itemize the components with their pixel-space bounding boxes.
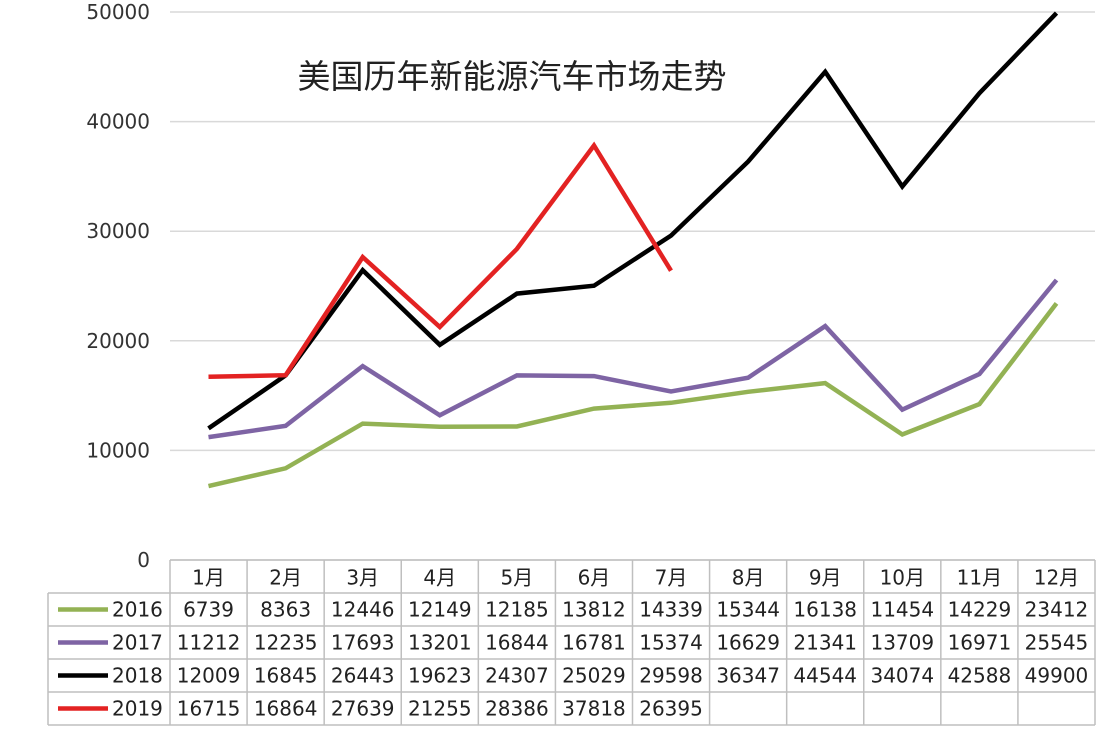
y-tick-label: 30000	[86, 219, 150, 243]
data-label: 16844	[485, 631, 549, 655]
data-label: 25545	[1025, 631, 1089, 655]
legend-label: 2017	[112, 631, 163, 655]
data-label: 12235	[254, 631, 318, 655]
data-label: 21255	[408, 697, 472, 721]
data-label: 36347	[716, 664, 780, 688]
data-label: 17693	[331, 631, 395, 655]
data-label: 11454	[870, 598, 934, 622]
x-tick-label: 3月	[346, 566, 379, 590]
data-label: 12185	[485, 598, 549, 622]
legend-label: 2018	[112, 664, 163, 688]
data-label: 16715	[177, 697, 241, 721]
y-tick-label: 40000	[86, 110, 150, 134]
data-label: 16629	[716, 631, 780, 655]
chart-title: 美国历年新能源汽车市场走势	[298, 57, 727, 96]
data-label: 44544	[793, 664, 857, 688]
data-label: 25029	[562, 664, 626, 688]
data-label: 28386	[485, 697, 549, 721]
data-label: 15374	[639, 631, 703, 655]
x-tick-label: 7月	[655, 566, 688, 590]
legend-label: 2016	[112, 598, 163, 622]
data-label: 21341	[793, 631, 857, 655]
x-tick-label: 1月	[192, 566, 225, 590]
data-label: 13812	[562, 598, 626, 622]
y-tick-label: 50000	[86, 0, 150, 24]
x-tick-label: 5月	[501, 566, 534, 590]
x-tick-label: 10月	[880, 566, 925, 590]
x-tick-label: 12月	[1034, 566, 1079, 590]
data-label: 16781	[562, 631, 626, 655]
x-tick-label: 6月	[578, 566, 611, 590]
x-tick-label: 2月	[269, 566, 302, 590]
series-lines	[207, 11, 1059, 489]
data-label: 42588	[948, 664, 1012, 688]
data-label: 37818	[562, 697, 626, 721]
data-table: 1月 2月 3月 4月 5月 6月 7月 8月 9月 10月 11月 12月 2016 6739 8363 1…	[47, 559, 1096, 726]
legend-label: 2019	[112, 697, 163, 721]
data-label: 14229	[948, 598, 1012, 622]
x-tick-label: 8月	[732, 566, 765, 590]
data-label: 15344	[716, 598, 780, 622]
series-line-2016	[207, 302, 1059, 489]
data-label: 14339	[639, 598, 703, 622]
data-label: 19623	[408, 664, 472, 688]
series-line-2019	[208, 141, 673, 380]
data-label: 12446	[331, 598, 395, 622]
series-line-2018	[207, 11, 1059, 431]
x-tick-label: 11月	[957, 566, 1002, 590]
y-axis-ticks: 0 10000 20000 30000 40000 50000	[86, 0, 150, 572]
data-label: 11212	[177, 631, 241, 655]
series-line-2017	[208, 278, 1059, 440]
data-label: 16138	[793, 598, 857, 622]
data-label: 49900	[1025, 664, 1089, 688]
y-tick-label: 10000	[86, 438, 150, 462]
data-label: 16845	[254, 664, 318, 688]
data-label: 8363	[260, 598, 311, 622]
y-tick-label: 20000	[86, 329, 150, 353]
data-label: 29598	[639, 664, 703, 688]
data-label: 26395	[639, 697, 703, 721]
data-label: 13201	[408, 631, 472, 655]
data-label: 13709	[870, 631, 934, 655]
data-label: 12009	[177, 664, 241, 688]
data-label: 23412	[1025, 598, 1089, 622]
data-label: 16971	[948, 631, 1012, 655]
data-label: 34074	[870, 664, 934, 688]
data-label: 12149	[408, 598, 472, 622]
data-label: 27639	[331, 697, 395, 721]
x-tick-label: 4月	[423, 566, 456, 590]
data-label: 24307	[485, 664, 549, 688]
x-tick-label: 9月	[809, 566, 842, 590]
data-label: 26443	[331, 664, 395, 688]
data-label: 16864	[254, 697, 318, 721]
y-tick-label: 0	[137, 548, 150, 572]
data-label: 6739	[183, 598, 234, 622]
